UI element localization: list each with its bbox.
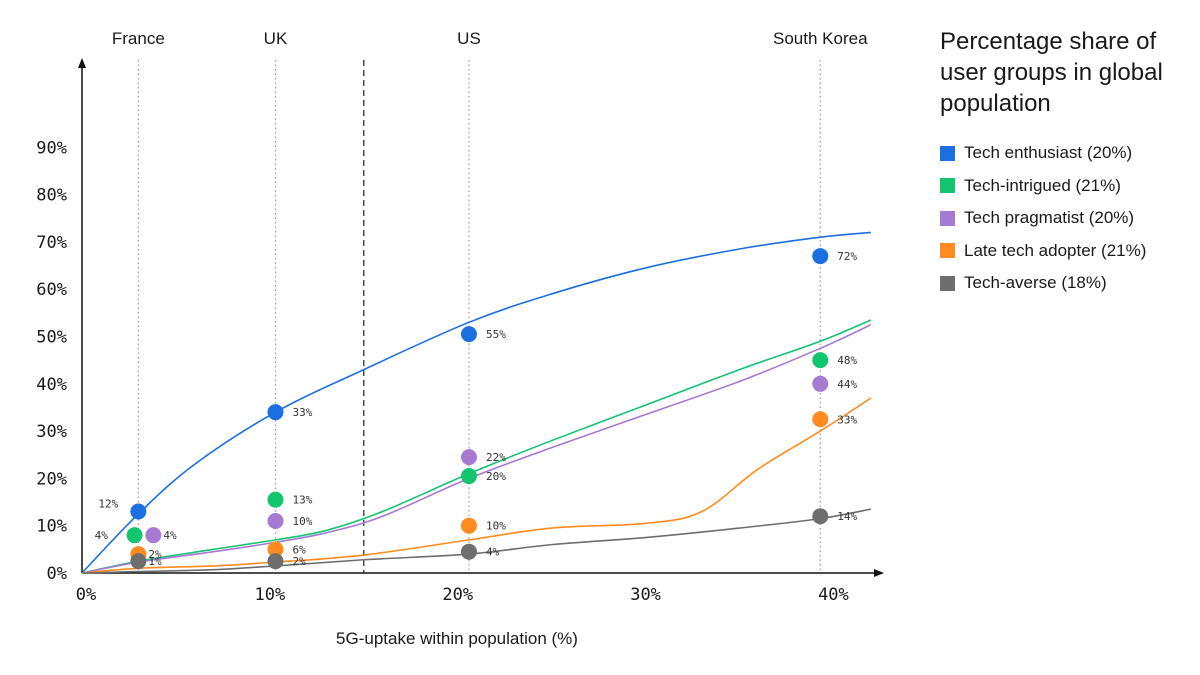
y-tick-label: 10% [36, 517, 67, 537]
legend-label: Late tech adopter (21%) [964, 240, 1147, 260]
data-label: 72% [837, 250, 857, 263]
country-label: South Korea [773, 29, 868, 48]
legend-swatch [940, 145, 955, 161]
series-line [81, 319, 872, 574]
legend-title: Percentage share of user groups in globa… [940, 28, 1163, 117]
y-tick-label: 80% [36, 186, 67, 206]
data-point [812, 411, 829, 428]
x-tick-label: 40% [818, 585, 849, 605]
data-point [267, 553, 284, 570]
legend-items: Tech enthusiast (20%) Tech-intrigued (21%… [940, 137, 1190, 300]
data-label: 55% [486, 328, 506, 341]
chart: France UK US South Korea 0% 10% 20% 30% 40% 50% 60… [36, 29, 884, 648]
y-axis-arrow [78, 58, 86, 68]
data-point [460, 517, 477, 534]
legend-item: Tech enthusiast (20%) [940, 137, 1190, 170]
data-label: 14% [837, 510, 857, 523]
data-label: 2% [148, 548, 162, 561]
legend-swatch [940, 275, 955, 291]
data-point [130, 553, 147, 570]
legend-label: Tech pragmatist (20%) [964, 208, 1135, 228]
x-tick-label: 0% [76, 585, 96, 605]
x-tick-label: 30% [630, 585, 661, 605]
data-label: 12% [98, 498, 118, 511]
data-label: 33% [837, 413, 857, 426]
data-point [812, 508, 829, 525]
data-point [812, 352, 829, 369]
series-line [81, 397, 872, 574]
y-tick-label: 20% [36, 469, 67, 489]
data-point [267, 541, 284, 558]
data-label: 6% [292, 543, 306, 556]
data-point [130, 503, 147, 520]
data-point [460, 449, 477, 466]
data-point [267, 491, 284, 508]
x-tick-label: 10% [254, 585, 285, 605]
series-line [81, 508, 872, 574]
y-tick-label: 90% [36, 138, 67, 158]
data-label: 4% [486, 546, 500, 559]
data-point [460, 468, 477, 485]
data-label: 13% [292, 494, 312, 507]
legend-label: Tech enthusiast (20%) [964, 143, 1133, 163]
legend-item: Tech-averse (18%) [940, 267, 1190, 300]
legend-swatch [940, 210, 955, 226]
data-label: 22% [486, 451, 506, 464]
data-point [812, 375, 829, 392]
legend-item: Tech-intrigued (21%) [940, 170, 1190, 203]
x-tick-label: 20% [442, 585, 473, 605]
x-axis-arrow [874, 569, 884, 577]
y-tick-label: 0% [47, 564, 67, 584]
data-label: 4% [163, 529, 177, 542]
data-point [812, 248, 829, 265]
country-label: UK [264, 29, 288, 48]
y-tick-label: 70% [36, 233, 67, 253]
legend: Percentage share of user groups in globa… [940, 26, 1190, 300]
y-tick-label: 30% [36, 422, 67, 442]
data-label: 20% [486, 470, 506, 483]
data-label: 48% [837, 354, 857, 367]
y-tick-label: 40% [36, 375, 67, 395]
y-tick-label: 50% [36, 328, 67, 348]
data-label: 2% [292, 555, 306, 568]
legend-label: Tech-averse (18%) [964, 273, 1107, 293]
legend-label: Tech-intrigued (21%) [964, 175, 1121, 195]
data-point [267, 512, 284, 529]
country-label: US [457, 29, 481, 48]
data-label: 10% [292, 515, 312, 528]
series-line [81, 323, 872, 574]
legend-swatch [940, 178, 955, 194]
legend-item: Tech pragmatist (20%) [940, 202, 1190, 235]
y-tick-label: 60% [36, 280, 67, 300]
legend-swatch [940, 243, 955, 259]
data-label: 44% [837, 378, 857, 391]
data-label: 1% [148, 555, 162, 568]
series-line [81, 231, 872, 574]
legend-item: Late tech adopter (21%) [940, 235, 1190, 268]
x-axis-title: 5G-uptake within population (%) [336, 629, 578, 648]
data-point [126, 527, 143, 544]
data-label: 33% [292, 406, 312, 419]
data-label: 10% [486, 520, 506, 533]
data-label: 4% [95, 529, 109, 542]
data-point [460, 326, 477, 343]
data-point [145, 527, 162, 544]
data-point [460, 543, 477, 560]
country-label: France [112, 29, 165, 48]
data-point [267, 404, 284, 421]
